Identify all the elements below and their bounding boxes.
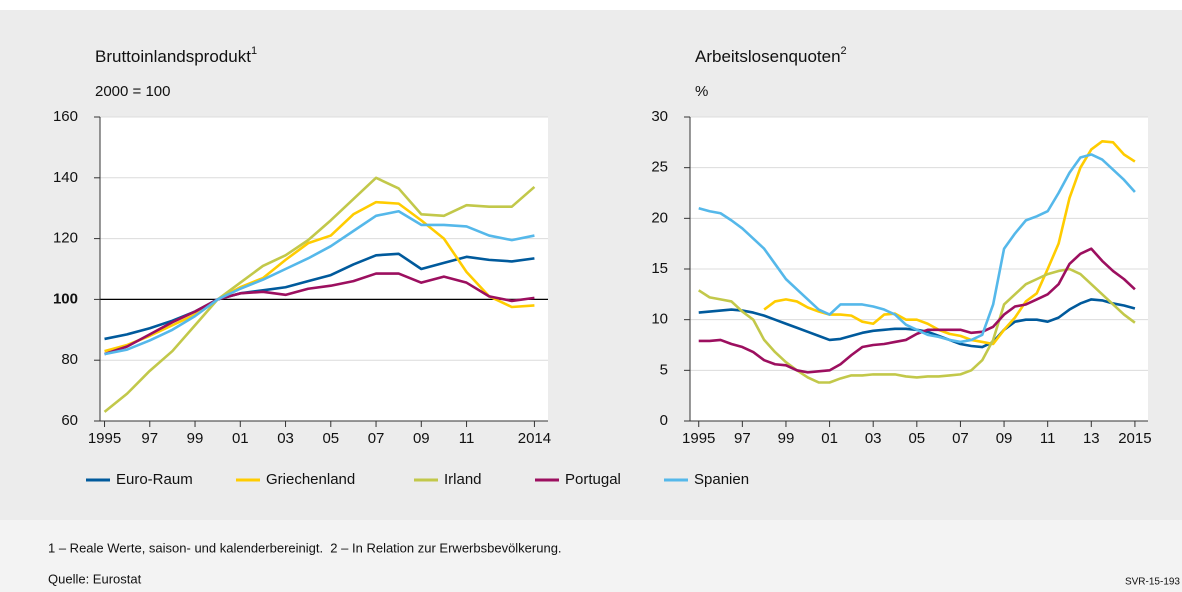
series-line xyxy=(104,272,535,356)
x-tick-label: 03 xyxy=(277,430,294,447)
chart-title: Bruttoinlandsprodukt1 xyxy=(95,45,257,67)
subtitle: % xyxy=(695,83,708,100)
x-tick-label: 97 xyxy=(734,430,751,447)
series-line xyxy=(104,209,535,356)
footnote: 1 – Reale Werte, saison- und kalenderber… xyxy=(48,540,562,555)
x-tick-label: 1995 xyxy=(682,430,715,447)
legend-label: Griechenland xyxy=(266,471,355,488)
x-tick-label: 07 xyxy=(952,430,969,447)
footer-panel xyxy=(0,520,1182,592)
y-tick-label: 80 xyxy=(61,351,78,368)
series-line xyxy=(104,200,535,353)
y-tick-label: 10 xyxy=(651,311,668,328)
x-tick-label: 11 xyxy=(1040,430,1056,447)
subtitle: 2000 = 100 xyxy=(95,83,171,100)
plot-area xyxy=(100,117,548,421)
source: Quelle: Eurostat xyxy=(48,571,142,586)
x-tick-label: 01 xyxy=(821,430,838,447)
x-tick-label: 13 xyxy=(1083,430,1100,447)
x-tick-label: 09 xyxy=(996,430,1013,447)
y-tick-label: 30 xyxy=(651,108,668,125)
code: SVR-15-193 xyxy=(1125,577,1180,588)
legend-label: Euro-Raum xyxy=(116,471,193,488)
y-tick-label: 100 xyxy=(53,290,78,307)
x-tick-label: 97 xyxy=(141,430,158,447)
x-tick-label: 2014 xyxy=(518,430,551,447)
x-tick-label: 05 xyxy=(908,430,925,447)
x-tick-label: 99 xyxy=(187,430,204,447)
x-tick-label: 11 xyxy=(459,430,475,447)
title-note: 1 xyxy=(251,45,257,57)
x-tick-label: 2015 xyxy=(1118,430,1151,447)
x-tick-label: 01 xyxy=(232,430,249,447)
series-line xyxy=(698,247,1136,374)
legend-label: Portugal xyxy=(565,471,621,488)
y-tick-label: 140 xyxy=(53,169,78,186)
y-tick-label: 20 xyxy=(651,209,668,226)
y-tick-label: 5 xyxy=(660,361,668,378)
title-text: Arbeitslosenquoten xyxy=(695,47,841,66)
y-tick-label: 15 xyxy=(651,260,668,277)
legend-label: Spanien xyxy=(694,471,749,488)
y-tick-label: 60 xyxy=(61,412,78,429)
x-tick-label: 1995 xyxy=(88,430,121,447)
y-tick-label: 160 xyxy=(53,108,78,125)
y-tick-label: 0 xyxy=(660,412,668,429)
chart-title: Arbeitslosenquoten2 xyxy=(695,45,847,67)
x-tick-label: 03 xyxy=(865,430,882,447)
series-line xyxy=(698,267,1136,384)
x-tick-label: 99 xyxy=(778,430,795,447)
legend-label: Irland xyxy=(444,471,482,488)
y-tick-label: 25 xyxy=(651,159,668,176)
title-text: Bruttoinlandsprodukt xyxy=(95,47,251,66)
x-tick-label: 05 xyxy=(322,430,339,447)
series-line xyxy=(103,176,536,413)
y-tick-label: 120 xyxy=(53,230,78,247)
series-line xyxy=(698,153,1136,344)
x-tick-label: 09 xyxy=(413,430,430,447)
title-note: 2 xyxy=(841,45,847,57)
x-tick-label: 07 xyxy=(368,430,385,447)
